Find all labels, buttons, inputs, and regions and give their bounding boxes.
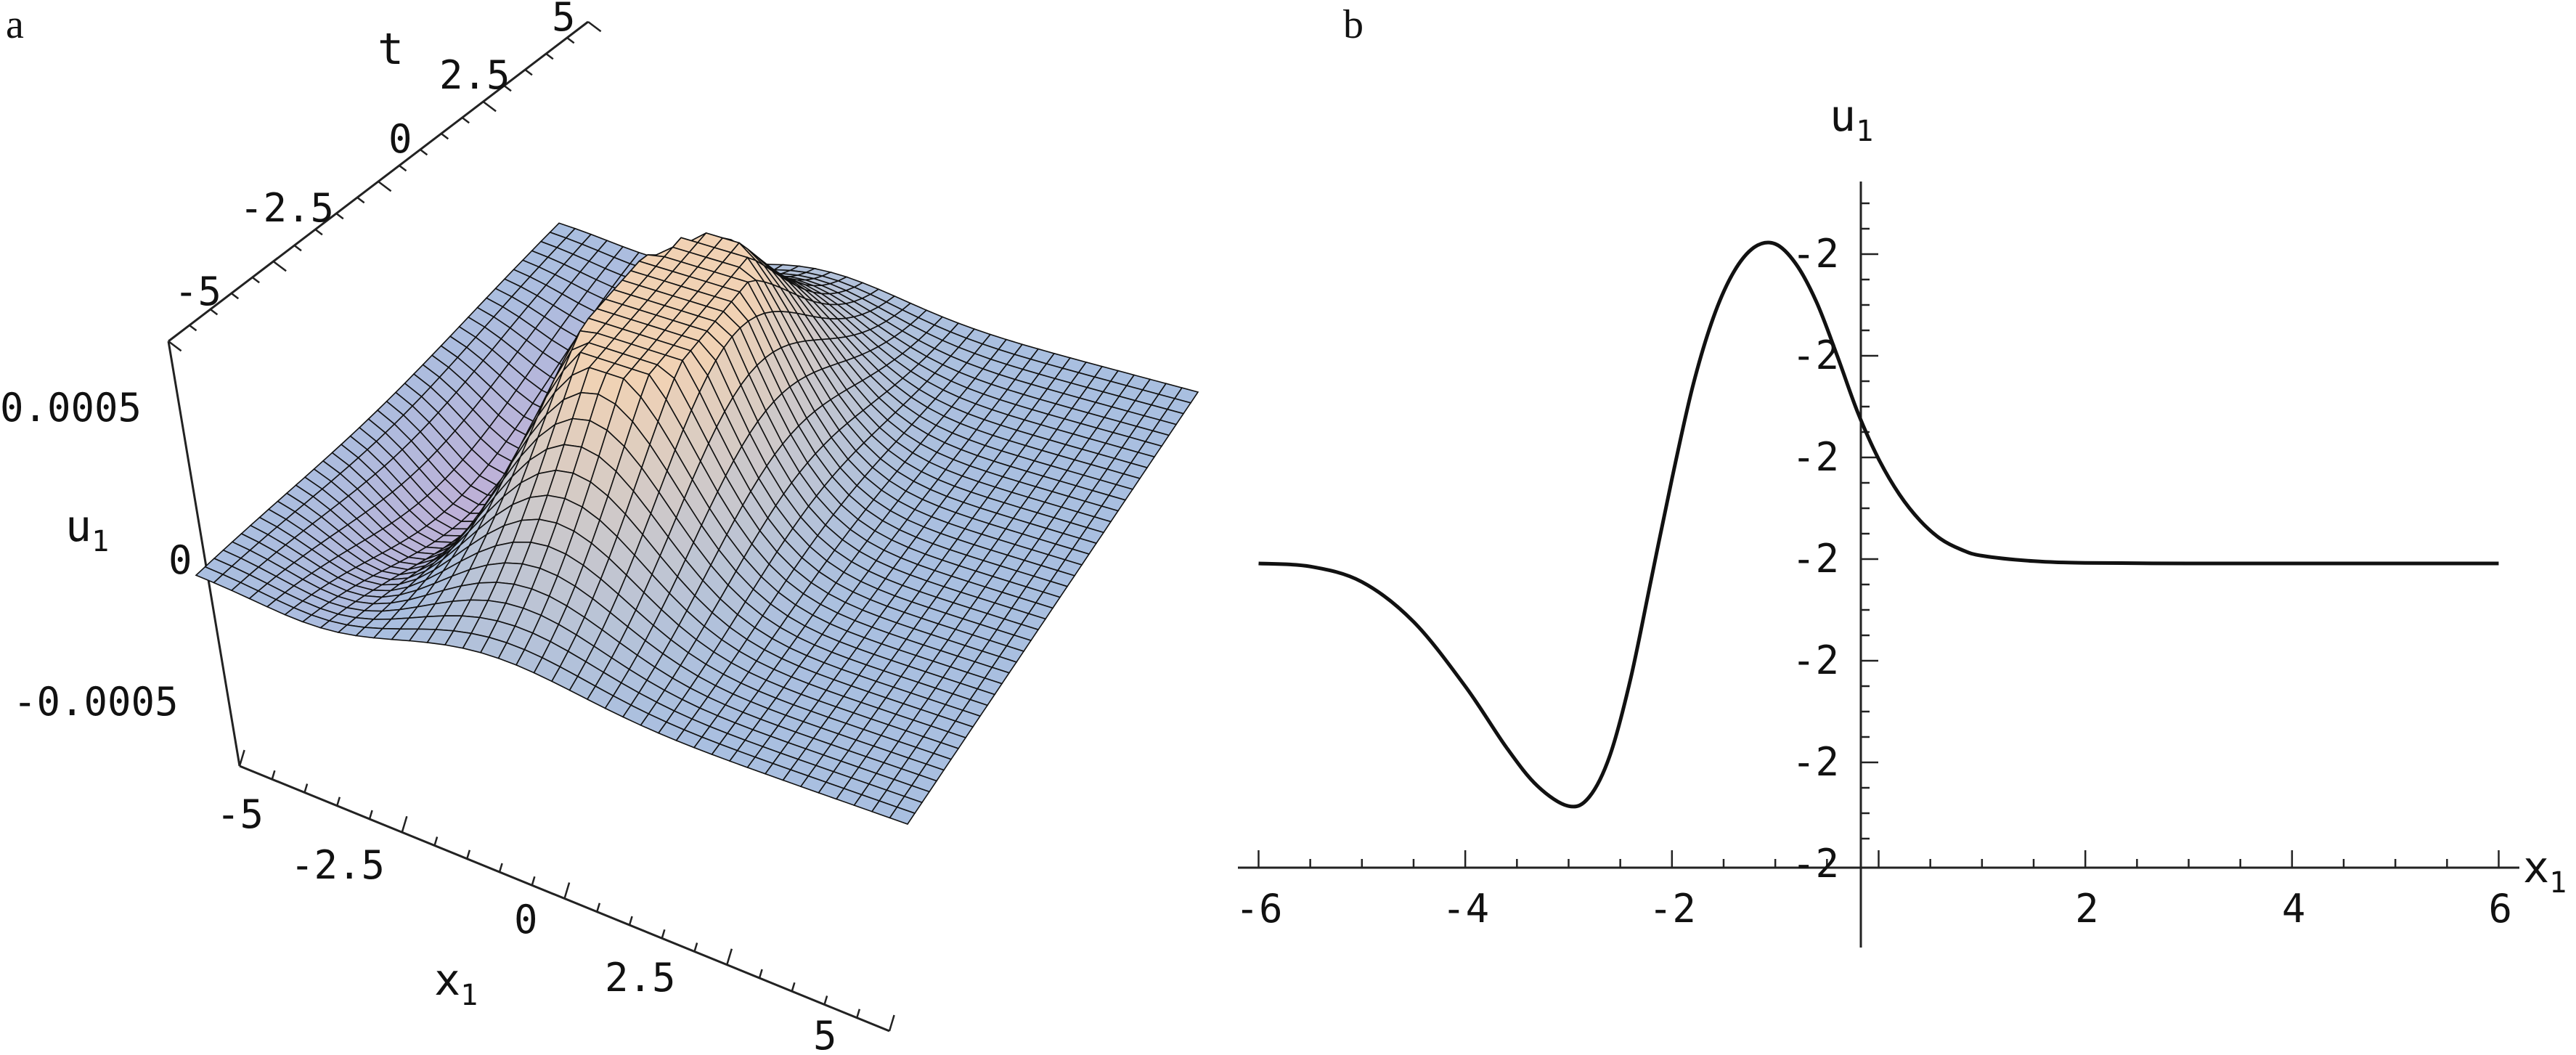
x-tick (368, 810, 373, 820)
u-tick-label-0: 0.0005 (0, 385, 142, 431)
t-tick (440, 133, 449, 140)
u-tick-label-1: 0 (168, 537, 192, 583)
x-tick (888, 1014, 895, 1032)
t-tick-label-0: 5 (552, 0, 576, 40)
b-y-tick-labels: -2-2-2-2-2-2-2 (1792, 231, 1839, 887)
surface-mesh (195, 222, 1199, 825)
line-plot: -6 -4 -2 2 4 6 -2-2-2-2-2-2-2 u1 x1 (1235, 91, 2567, 948)
t-tick (230, 293, 240, 300)
x-tick (303, 783, 309, 793)
t-tick (293, 245, 302, 252)
b-y-tick-label: -2 (1792, 434, 1839, 480)
x-tick (823, 995, 828, 1005)
x-tick-label-1: -2.5 (290, 842, 385, 888)
x-tick (466, 850, 471, 860)
x-tick-label-4: 5 (813, 1013, 837, 1055)
x-tick (856, 1009, 861, 1019)
x-tick (726, 948, 733, 966)
x-tick (661, 929, 666, 939)
b-y-tick-label: -2 (1792, 739, 1839, 785)
u-tick-label-2: -0.0005 (13, 679, 179, 725)
b-y-tick-label: -2 (1792, 536, 1839, 582)
x-tick (628, 916, 633, 926)
u-axis-line (167, 341, 241, 767)
t-tick (272, 261, 287, 272)
panel-a-letter: a (6, 2, 24, 47)
t-tick-label-2: 0 (388, 116, 412, 162)
t-tick (399, 165, 407, 172)
b-x-tick-label: 2 (2075, 886, 2099, 932)
t-tick-label-3: -2.5 (240, 185, 334, 231)
t-tick (503, 85, 512, 92)
x-tick (498, 863, 503, 873)
t-tick (420, 148, 428, 156)
t-axis-ticks (168, 21, 602, 352)
t-tick (524, 68, 533, 76)
x-tick (531, 876, 536, 886)
x-tick-label-0: -5 (216, 791, 264, 837)
t-tick (251, 277, 260, 284)
t-tick (314, 229, 323, 236)
x-axis-label: x1 (434, 955, 478, 1012)
t-tick (545, 53, 554, 60)
x-tick (433, 836, 439, 846)
t-tick (210, 309, 219, 316)
t-tick (587, 21, 602, 33)
x-tick (271, 770, 276, 780)
b-x-axis-label: x1 (2523, 842, 2567, 900)
x-axis-ticks (238, 749, 895, 1032)
b-x-tick-label: 6 (2489, 886, 2513, 932)
b-x-tick-label: -6 (1235, 886, 1282, 932)
t-tick (189, 325, 197, 332)
u-axis-label: u1 (65, 501, 109, 558)
b-x-tick-label: -4 (1442, 886, 1489, 932)
u1-curve (1258, 240, 2499, 809)
x-tick (791, 982, 796, 992)
b-y-axis-label: u1 (1830, 91, 1873, 148)
t-tick (168, 341, 182, 352)
t-tick-label-1: 2.5 (439, 52, 510, 98)
x-tick-label-2: 0 (514, 897, 538, 942)
x-tick-label-3: 2.5 (605, 955, 676, 1001)
t-tick (335, 213, 344, 220)
t-tick-label-4: -5 (174, 269, 221, 314)
b-x-tick-label: -2 (1649, 886, 1696, 932)
x-tick (596, 903, 601, 913)
b-x-tick-labels: -6 -4 -2 2 4 6 (1235, 886, 2512, 932)
surface-cell (889, 806, 916, 825)
t-axis-label: t (378, 24, 404, 75)
panel-b-letter: b (1343, 2, 1364, 47)
t-tick (482, 101, 497, 113)
x-tick (563, 882, 571, 899)
b-axis-ticks (1258, 202, 2500, 868)
x-tick (238, 749, 245, 767)
b-x-tick-label: 4 (2282, 886, 2306, 932)
x-tick (693, 942, 698, 952)
surface-plot: 5 2.5 0 -2.5 -5 t 0.0005 0 -0.0005 u1 -5… (0, 0, 1199, 1055)
t-tick (566, 36, 575, 44)
b-y-tick-label: -2 (1792, 638, 1839, 683)
t-tick (461, 116, 470, 124)
b-y-tick-label: -2 (1792, 841, 1839, 887)
x-tick (336, 797, 341, 807)
x-tick (758, 969, 763, 979)
t-tick (356, 197, 365, 204)
x-tick (401, 815, 408, 833)
t-tick (378, 181, 392, 192)
